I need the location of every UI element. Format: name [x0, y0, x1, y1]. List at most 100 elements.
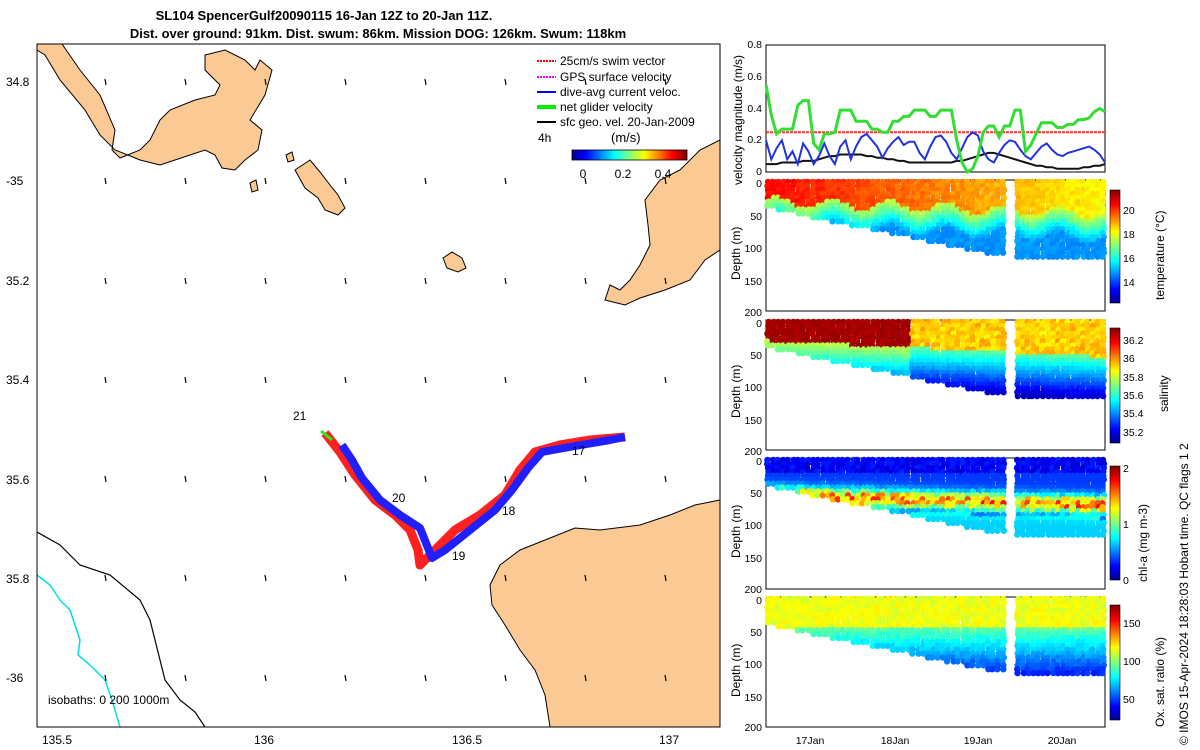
sfc-vector-40: [104, 574, 107, 582]
section-2-point-937: [1085, 531, 1092, 538]
section-1-point-284: [895, 369, 902, 376]
temperature-panel: 20 18 16 14 temperature (°C) Depth (m) 0…: [729, 178, 1167, 319]
section-2-point-438: [945, 519, 952, 527]
section-0-point-180: [854, 222, 861, 229]
sal-colorbar: [1109, 327, 1121, 444]
section-1-point-256: [884, 365, 891, 372]
day-label-19: 19: [452, 549, 466, 563]
sal-cbar-36.2: 36.2: [1123, 335, 1144, 347]
section-2-point-917: [1080, 531, 1087, 538]
section-2-point-637: [1000, 527, 1008, 534]
section-0-point-156: [844, 218, 851, 225]
section-0-point-489: [959, 241, 966, 249]
section-2-point-13: [770, 480, 777, 487]
section-1-point-243: [878, 365, 886, 372]
section-3-point-421: [939, 654, 947, 661]
sal-ytick-50: 50: [750, 350, 762, 362]
day-label-20: 20: [392, 491, 406, 505]
section-3-point-897: [1074, 669, 1081, 677]
section-0-point-543: [974, 245, 981, 253]
vel-ylabel: velocity magnitude (m/s): [731, 55, 745, 185]
section-1-point-525: [969, 385, 977, 392]
sfc-vector-2: [264, 78, 267, 86]
sfc-vector-29: [504, 376, 507, 384]
section-3-point-405: [934, 654, 941, 661]
section-3-point-657: [1014, 669, 1021, 677]
sfc-vector-45: [504, 574, 507, 582]
section-1-point-357: [919, 373, 926, 380]
chla-ytick-0: 0: [756, 456, 762, 468]
section-3-point-92: [815, 630, 823, 638]
section-3-point-817: [1054, 669, 1062, 677]
section-0-point-92: [814, 214, 821, 221]
chla-ylabel: Depth (m): [729, 505, 743, 558]
section-3-point-284: [894, 646, 901, 653]
section-2-point-618: [994, 527, 1001, 534]
colorbar-tick-0.2: 0.2: [615, 167, 632, 181]
surface-velocity-vectors: [104, 78, 667, 682]
sfc-vector-30: [584, 376, 587, 384]
section-3-point-637: [1000, 666, 1007, 673]
section-0-point-312: [904, 229, 911, 237]
ox-colorbar: [1109, 604, 1121, 721]
section-1-point-977: [1094, 392, 1101, 400]
section-3-point-877: [1069, 669, 1076, 677]
section-1-point-917: [1079, 392, 1086, 400]
sfc-vector-10: [264, 177, 267, 185]
sfc-vector-38: [584, 475, 587, 483]
chla-ytick-200: 200: [744, 584, 762, 596]
land-island-3: [249, 179, 259, 193]
sfc-vector-22: [584, 277, 587, 285]
sal-cbar-35.6: 35.6: [1123, 390, 1144, 402]
section-2-point-897: [1074, 531, 1082, 538]
chla-cbar-label: chl-a (mg m-3): [1136, 504, 1150, 582]
ox-cbar-50: 50: [1123, 694, 1135, 706]
sfc-vector-27: [344, 376, 347, 384]
section-2-point-543: [974, 523, 981, 531]
sal-cbar-35.2: 35.2: [1123, 427, 1144, 439]
section-2-point-45: [789, 484, 797, 491]
section-1-point-472: [954, 381, 961, 388]
map-ytick-35.6: 35.6: [6, 473, 30, 487]
section-2-point-327: [909, 511, 917, 519]
section-2-point-168: [849, 500, 856, 507]
section-1-point-21: [774, 346, 782, 353]
section-2-point-389: [930, 515, 937, 523]
section-0-point-112: [824, 214, 831, 221]
temp-ytick-50: 50: [750, 211, 762, 223]
map-xtick-135.5: 135.5: [42, 733, 72, 747]
map-xtick-136.5: 136.5: [452, 733, 482, 747]
sal-cbar-36: 36: [1123, 353, 1135, 365]
day-label-17: 17: [572, 444, 586, 458]
sfc-vector-1: [184, 78, 187, 86]
section-3-point-357: [920, 650, 927, 657]
section-1-point-92: [815, 353, 822, 361]
chla-colorbar: [1109, 465, 1121, 581]
section-1-point-270: [890, 369, 897, 376]
section-0-point-561: [979, 245, 986, 253]
coastline-southwest: [37, 531, 206, 727]
section-1-point-112: [824, 353, 831, 361]
section-2-point-217: [870, 503, 877, 511]
vel-ytick-0.8: 0.8: [747, 39, 762, 51]
section-1-point-657: [1014, 392, 1022, 400]
section-1-point-230: [874, 365, 881, 372]
section-2-point-857: [1064, 531, 1072, 538]
section-0-point-817: [1053, 253, 1061, 260]
sfc-vector-44: [424, 574, 427, 582]
temp-ytick-100: 100: [744, 243, 762, 255]
colorbar-tick-0: 0: [580, 167, 587, 181]
section-1-point-997: [1099, 392, 1107, 400]
section-1-point-797: [1050, 392, 1058, 400]
section-1-point-580: [984, 389, 991, 396]
temp-ylabel: Depth (m): [729, 227, 743, 280]
sfc-vector-32: [104, 475, 107, 483]
sfc-vector-33: [184, 475, 187, 483]
oxygen-section: [764, 595, 1108, 677]
section-1-point-312: [904, 369, 911, 376]
legend-net: net glider velocity: [560, 100, 653, 114]
section-3-point-63: [799, 627, 806, 634]
section-3-point-112: [823, 630, 831, 638]
section-1-point-72: [805, 350, 812, 357]
